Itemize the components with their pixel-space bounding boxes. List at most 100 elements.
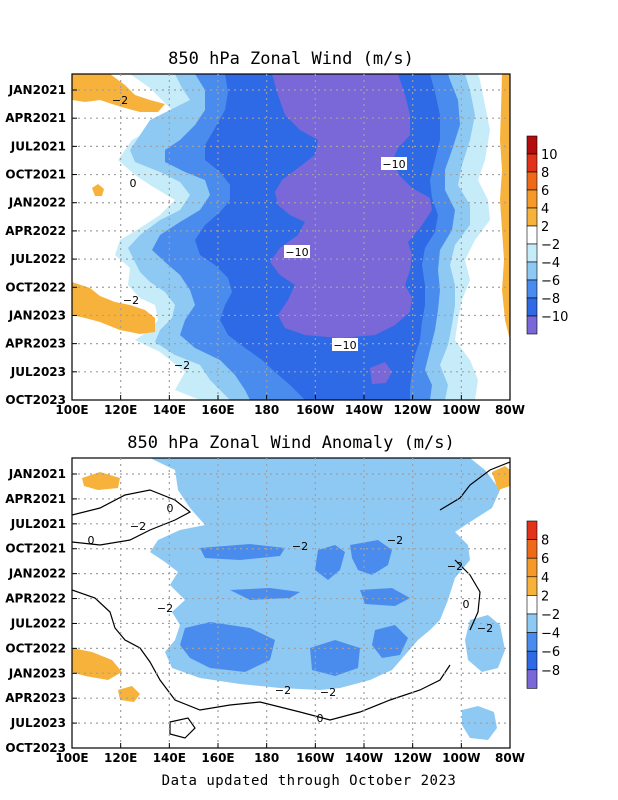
x-tick-label: 120E	[104, 403, 137, 417]
colorbar-swatch	[526, 315, 538, 335]
colorbar-label: 8	[541, 534, 549, 549]
anomaly-westerly-east	[492, 466, 510, 490]
colorbar-label: −2	[541, 238, 560, 253]
anomaly-band-minus4-oct2021	[200, 544, 285, 560]
colorbar-label: 8	[541, 166, 549, 181]
westerly-jan2021	[72, 74, 165, 112]
y-tick-label: OCT2022	[5, 280, 66, 294]
y-tick-label: JAN2023	[8, 666, 66, 680]
anomaly-label-minus2-oct2021b: −2	[387, 534, 403, 547]
panel1-x-axis: 100E 120E 140E 160E 180 160W 140W 120W 100W 80W	[55, 395, 525, 417]
colorbar-swatch	[526, 189, 538, 209]
anomaly-westerly-jan2021	[82, 472, 120, 490]
colorbar-label: −8	[541, 292, 560, 307]
x-tick-label: 180	[254, 403, 279, 417]
x-tick-label: 100W	[442, 403, 480, 417]
blob-minus10-jul2023	[370, 362, 392, 384]
colorbar-label: −8	[541, 664, 560, 679]
colorbar-label: 6	[541, 552, 549, 567]
y-tick-label: OCT2021	[5, 542, 66, 556]
anomaly-band-minus4-west	[360, 588, 410, 606]
colorbar-swatch	[526, 539, 538, 559]
panel1-frame	[71, 73, 511, 401]
contour-label-minus10-apr2023: −10	[333, 339, 356, 352]
colorbar-label: −10	[541, 310, 568, 325]
x-tick-label: 140E	[153, 403, 186, 417]
y-tick-label: APR2023	[5, 691, 66, 705]
band-minus10	[270, 74, 432, 338]
anomaly-label-minus2-apr2022: −2	[157, 602, 173, 615]
contour-label-box-oct2021	[381, 157, 407, 170]
anomaly-label-minus2-jan2022: −2	[447, 560, 463, 573]
y-tick-label: OCT2023	[5, 393, 66, 407]
y-tick-label: JAN2022	[8, 196, 66, 210]
panel2-y-axis: JAN2021 APR2021 JUL2021 OCT2021 JAN2022 APR20…	[5, 467, 77, 755]
contour-label-minus10-oct2021: −10	[382, 158, 405, 171]
y-tick-label: JUL2022	[10, 252, 66, 266]
colorbar-swatch	[526, 520, 538, 540]
panel1-contour-labels: −2 0 −2 −2 −10 −10 −10	[112, 94, 407, 372]
anomaly-westerly-apr2023	[118, 686, 140, 702]
westerly-east-edge	[500, 74, 510, 340]
colorbar-swatch	[526, 261, 538, 281]
y-tick-label: JAN2021	[8, 467, 66, 481]
y-tick-label: APR2023	[5, 337, 66, 351]
colorbar-swatch	[526, 207, 538, 227]
x-tick-label: 80W	[495, 751, 525, 765]
x-tick-label: 140E	[153, 751, 186, 765]
anomaly-label-minus2-apr2023: −2	[275, 684, 291, 697]
anomaly-zero-contour-south	[72, 589, 451, 721]
y-tick-label: JAN2023	[8, 308, 66, 322]
colorbar-label: 2	[541, 589, 549, 604]
colorbar-label: 2	[541, 220, 549, 235]
colorbar-label: 4	[541, 571, 549, 586]
anomaly-label-zero-apr2021: 0	[167, 502, 174, 515]
anomaly-band-minus4-apr2022	[230, 588, 300, 600]
y-tick-label: JUL2022	[10, 616, 66, 630]
y-tick-label: JUL2021	[10, 139, 66, 153]
panel-zonal-wind: 850 hPa Zonal Wind (m/s) −2 0 −2 −2 −10 …	[5, 49, 568, 417]
panel2-contours	[72, 461, 510, 739]
contour-label-box-apr2023	[332, 338, 358, 351]
y-tick-label: JAN2021	[8, 83, 66, 97]
colorbar-swatch	[526, 613, 538, 633]
anomaly-blob-jul2023	[462, 706, 497, 740]
x-tick-label: 100E	[55, 403, 88, 417]
anomaly-label-minus2-jan2023: −2	[320, 686, 336, 699]
y-tick-label: JUL2021	[10, 517, 66, 531]
y-tick-label: OCT2023	[5, 741, 66, 755]
panel1-colorbar: 10 8 6 4 2 −2 −4 −6 −8 −10	[526, 135, 568, 335]
x-tick-label: 140W	[345, 403, 383, 417]
y-tick-label: OCT2021	[5, 168, 66, 182]
panel2-frame	[71, 457, 511, 749]
x-tick-label: 160W	[296, 751, 334, 765]
contour-label-box-jul2022	[284, 245, 310, 258]
panel2-field	[72, 458, 510, 748]
x-tick-label: 100E	[55, 751, 88, 765]
y-tick-label: APR2022	[5, 224, 66, 238]
colorbar-label: −6	[541, 274, 560, 289]
anomaly-band-minus4-oct2022b	[372, 625, 408, 658]
colorbar-label: 10	[541, 148, 558, 163]
colorbar-swatch	[526, 135, 538, 155]
anomaly-label-zero-oct2021: 0	[88, 534, 95, 547]
panel2-colorbar: 8 6 4 2 −2 −4 −6 −8	[526, 520, 560, 689]
colorbar-swatch	[526, 225, 538, 245]
panel2-grid	[72, 458, 510, 748]
colorbar-swatch	[526, 557, 538, 578]
anomaly-band-minus4-jan2023	[310, 640, 360, 676]
westerly-oct2021	[92, 184, 104, 196]
panel-zonal-wind-anomaly: 850 hPa Zonal Wind Anomaly (m/s)	[5, 433, 560, 765]
anomaly-label-minus2-jul2021: −2	[130, 520, 146, 533]
anomaly-label-zero-jul2023: 0	[317, 712, 324, 725]
x-tick-label: 180	[254, 751, 279, 765]
colorbar-swatch	[526, 576, 538, 596]
anomaly-zero-contour-east	[439, 461, 510, 511]
colorbar-swatch	[526, 297, 538, 317]
colorbar-swatch	[526, 650, 538, 671]
colorbar-swatch	[526, 243, 538, 263]
westerly-oct2022	[72, 282, 155, 334]
colorbar-label: −2	[541, 608, 560, 623]
anomaly-zero-contour-north	[72, 489, 192, 546]
